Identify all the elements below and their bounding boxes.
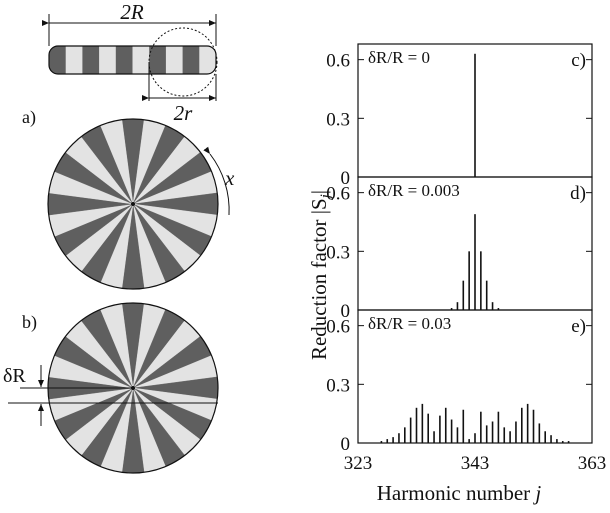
panel-label: d): [570, 183, 586, 204]
y-axis-label: Reduction factor |Sj|: [307, 190, 334, 360]
rotation-arrow: [203, 146, 230, 216]
harmonic-charts: 00.30.6 δR/R = 0 c)00.30.6 δR/R = 0.003 d)00…: [326, 43, 607, 474]
panel-a-label: a): [22, 107, 36, 128]
y-tick-label: 0: [341, 434, 351, 455]
x-tick-label: 323: [344, 453, 373, 474]
rotation-arrow-label: x: [224, 166, 235, 190]
panel-label: e): [571, 316, 586, 337]
disk-a: [47, 118, 219, 290]
y-tick-label: 0: [341, 301, 351, 322]
y-tick-label: 0.6: [326, 184, 350, 205]
disk-a-outline: [47, 118, 219, 290]
strip-stripe: [182, 46, 200, 74]
strip-stripe: [65, 46, 83, 74]
panel-annotation: δR/R = 0: [368, 48, 430, 67]
y-tick-label: 0.6: [326, 317, 350, 338]
panel-label: c): [571, 50, 586, 71]
chart-panel: 0 0.3 0.6 δR/R = 0.03 e) 323 343 363: [326, 309, 607, 474]
panel-annotation: δR/R = 0.003: [368, 181, 460, 200]
offset-label: δR: [3, 365, 26, 387]
panel-annotation: δR/R = 0.03: [368, 314, 451, 333]
strip-stripe: [49, 46, 67, 74]
strip-length-label: 2R: [120, 0, 144, 24]
strip-stripe: [99, 46, 117, 74]
disk-a-center-dot: [131, 202, 135, 206]
panel-b-label: b): [22, 312, 37, 333]
strip-stripe: [199, 46, 216, 74]
y-tick-label: 0.3: [326, 242, 350, 263]
schematic: 2R 2r a) x b) δR: [3, 0, 235, 474]
x-tick-label: 343: [461, 453, 490, 474]
y-tick-label: 0.3: [326, 375, 350, 396]
strip-stripe: [132, 46, 150, 74]
y-tick-label: 0.6: [326, 51, 350, 72]
strip-outline: [48, 45, 217, 75]
strip-stripe: [165, 46, 184, 74]
y-tick-label: 0.3: [326, 109, 350, 130]
disk-b: [47, 302, 219, 474]
strip-stripe: [149, 46, 167, 74]
x-axis-label: Harmonic number j: [377, 481, 542, 505]
chart-panel: 0 0.3 0.6 δR/R = 0 c): [326, 43, 593, 189]
strip: [49, 46, 216, 74]
strip-stripe: [115, 46, 133, 74]
chart-panel: 0 0.3 0.6 δR/R = 0.003 d): [326, 176, 593, 322]
circle-diameter-label: 2r: [174, 101, 194, 125]
strip-stripe: [82, 46, 100, 74]
x-tick-label: 363: [578, 453, 607, 474]
y-tick-label: 0: [341, 168, 351, 189]
